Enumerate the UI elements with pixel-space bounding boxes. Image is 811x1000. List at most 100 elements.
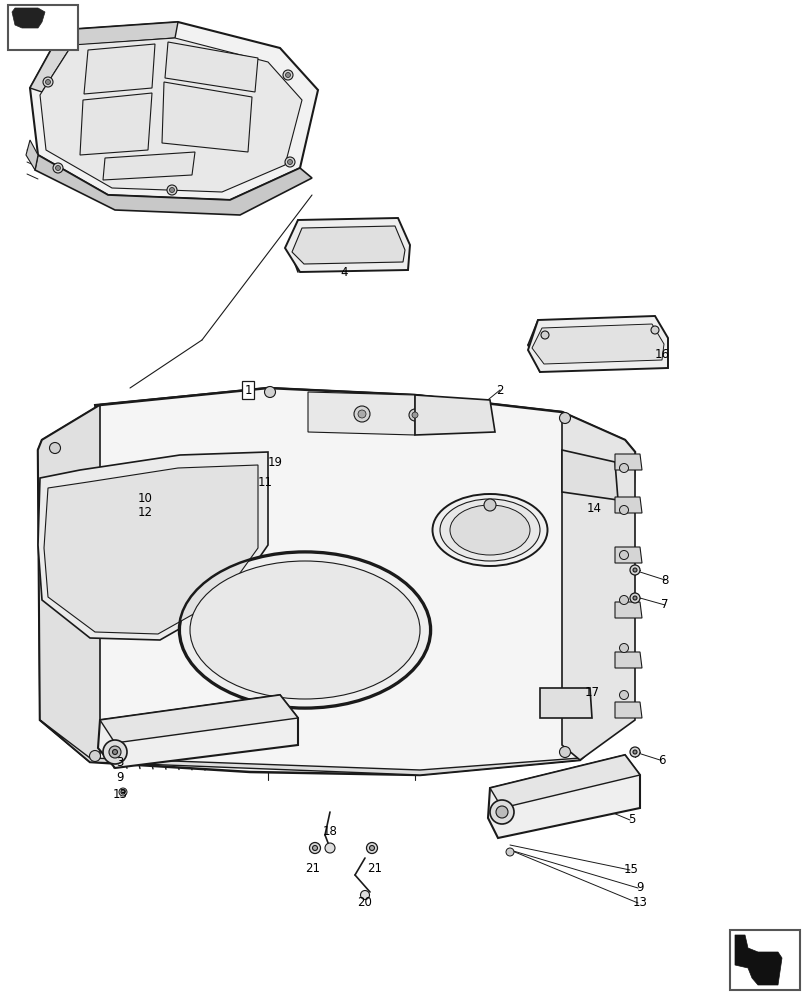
Polygon shape <box>561 412 634 760</box>
Circle shape <box>358 410 366 418</box>
Circle shape <box>283 70 293 80</box>
Circle shape <box>89 750 101 762</box>
Circle shape <box>559 412 570 424</box>
Polygon shape <box>84 44 155 94</box>
Circle shape <box>633 568 636 572</box>
Text: 4: 4 <box>340 265 347 278</box>
Ellipse shape <box>180 552 430 708</box>
Text: 1: 1 <box>244 383 251 396</box>
Text: 13: 13 <box>113 788 127 801</box>
Polygon shape <box>531 324 663 364</box>
Circle shape <box>285 157 294 167</box>
Polygon shape <box>165 42 258 92</box>
Text: 11: 11 <box>257 477 272 489</box>
Circle shape <box>264 386 275 397</box>
Text: 17: 17 <box>584 686 599 698</box>
Circle shape <box>324 843 335 853</box>
Circle shape <box>167 185 177 195</box>
Polygon shape <box>95 388 620 460</box>
Polygon shape <box>62 22 178 46</box>
Ellipse shape <box>449 505 530 555</box>
Polygon shape <box>487 755 639 838</box>
Circle shape <box>619 506 628 514</box>
Polygon shape <box>162 82 251 152</box>
Circle shape <box>360 890 369 899</box>
Circle shape <box>489 800 513 824</box>
Text: 18: 18 <box>322 825 337 838</box>
Polygon shape <box>38 405 100 762</box>
Circle shape <box>633 596 636 600</box>
Text: 21: 21 <box>367 862 382 876</box>
Text: 20: 20 <box>357 896 372 909</box>
Circle shape <box>633 750 636 754</box>
Circle shape <box>119 788 127 796</box>
Text: 13: 13 <box>632 896 646 909</box>
Polygon shape <box>527 316 667 372</box>
Polygon shape <box>30 30 72 92</box>
Circle shape <box>285 73 290 78</box>
Text: 7: 7 <box>660 598 668 611</box>
Polygon shape <box>614 602 642 618</box>
Circle shape <box>540 331 548 339</box>
Polygon shape <box>30 22 318 200</box>
Text: 15: 15 <box>623 863 637 876</box>
Circle shape <box>312 845 317 850</box>
Text: 16: 16 <box>654 349 669 361</box>
Polygon shape <box>614 652 642 668</box>
Circle shape <box>505 848 513 856</box>
Circle shape <box>629 593 639 603</box>
Polygon shape <box>44 465 258 634</box>
Polygon shape <box>734 935 781 985</box>
Circle shape <box>103 740 127 764</box>
Polygon shape <box>12 8 45 28</box>
Circle shape <box>43 77 53 87</box>
Polygon shape <box>614 547 642 563</box>
Text: 6: 6 <box>658 754 665 766</box>
Circle shape <box>483 499 496 511</box>
Bar <box>729 930 799 990</box>
Text: 2: 2 <box>496 383 503 396</box>
Circle shape <box>496 806 508 818</box>
Polygon shape <box>539 688 591 718</box>
Circle shape <box>619 550 628 560</box>
Circle shape <box>55 166 61 171</box>
Circle shape <box>619 595 628 604</box>
Text: 9: 9 <box>116 771 123 784</box>
Polygon shape <box>80 93 152 155</box>
Circle shape <box>287 160 292 165</box>
Polygon shape <box>285 218 410 272</box>
Circle shape <box>619 690 628 700</box>
Circle shape <box>409 409 420 421</box>
Circle shape <box>45 80 50 85</box>
Circle shape <box>411 412 418 418</box>
Text: 5: 5 <box>628 813 635 826</box>
Polygon shape <box>40 720 624 775</box>
Circle shape <box>109 746 121 758</box>
Circle shape <box>121 790 125 794</box>
Circle shape <box>619 644 628 652</box>
Polygon shape <box>614 702 642 718</box>
Polygon shape <box>38 452 268 640</box>
Circle shape <box>113 750 118 754</box>
Polygon shape <box>561 450 617 500</box>
Circle shape <box>354 406 370 422</box>
Circle shape <box>53 163 63 173</box>
Text: 8: 8 <box>660 574 668 586</box>
Circle shape <box>309 842 320 853</box>
Ellipse shape <box>190 561 419 699</box>
Circle shape <box>366 842 377 853</box>
Polygon shape <box>307 392 414 435</box>
Circle shape <box>369 845 374 850</box>
Polygon shape <box>614 497 642 513</box>
Text: 19: 19 <box>267 456 282 468</box>
Text: 21: 21 <box>305 862 320 876</box>
Text: 9: 9 <box>636 881 643 894</box>
Bar <box>8 5 78 50</box>
Circle shape <box>629 565 639 575</box>
Text: 10: 10 <box>137 491 152 504</box>
Polygon shape <box>100 695 298 743</box>
Circle shape <box>169 188 174 193</box>
Polygon shape <box>40 38 302 192</box>
Text: 12: 12 <box>137 506 152 520</box>
Circle shape <box>49 442 61 454</box>
